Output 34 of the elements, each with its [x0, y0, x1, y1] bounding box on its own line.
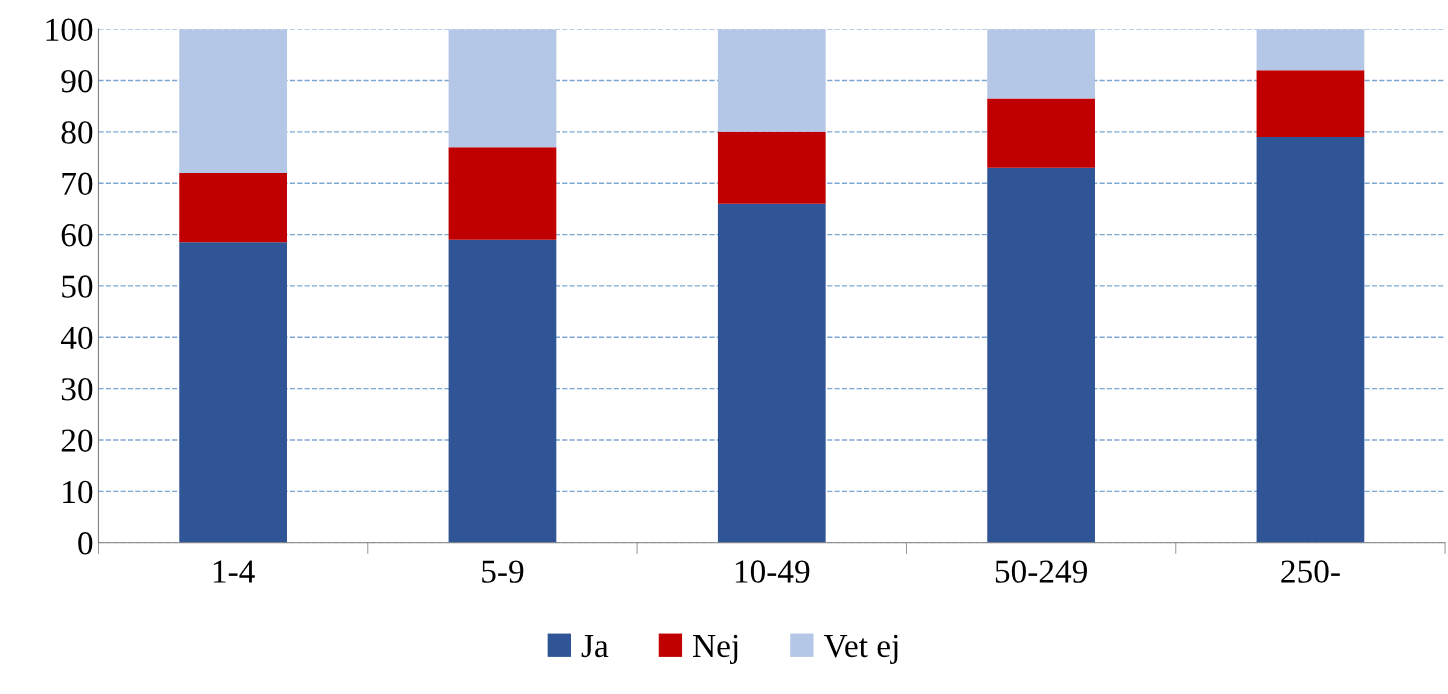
bar: [1256, 137, 1365, 543]
bar: [448, 147, 557, 240]
y-tick-label: 100: [46, 18, 93, 42]
bar: [717, 203, 826, 543]
y-tick-label: 0: [78, 532, 93, 555]
x-tick-label: 1-4: [213, 560, 255, 583]
y-tick-label: 10: [63, 480, 93, 504]
legend-label: Ja: [581, 635, 609, 658]
bar: [448, 239, 557, 543]
bar: [179, 29, 287, 173]
y-tick-label: 30: [61, 378, 93, 401]
bar: [717, 131, 826, 204]
bar: [448, 29, 557, 148]
bar: [717, 29, 826, 132]
legend-label: Vet ej: [823, 634, 898, 664]
y-tick-label: 70: [62, 172, 93, 196]
bar: [987, 29, 1095, 99]
x-tick-label: 10-49: [735, 560, 810, 583]
x-tick-label: 50-249: [995, 560, 1087, 583]
y-tick-label: 60: [61, 223, 93, 247]
bar: [1256, 29, 1365, 71]
y-tick-label: 50: [62, 275, 93, 298]
y-tick-label: 20: [61, 429, 93, 452]
x-tick-label: 250-: [1281, 560, 1340, 583]
y-tick-label: 40: [60, 326, 93, 350]
bar: [1256, 70, 1365, 137]
x-tick-label: 5-9: [482, 560, 524, 583]
bar: [179, 242, 287, 543]
y-tick-label: 80: [61, 121, 93, 144]
bar: [179, 172, 287, 243]
bar: [987, 167, 1095, 543]
legend-label: Nej: [693, 634, 738, 664]
bar: [987, 98, 1095, 168]
y-tick-label: 90: [61, 69, 93, 93]
